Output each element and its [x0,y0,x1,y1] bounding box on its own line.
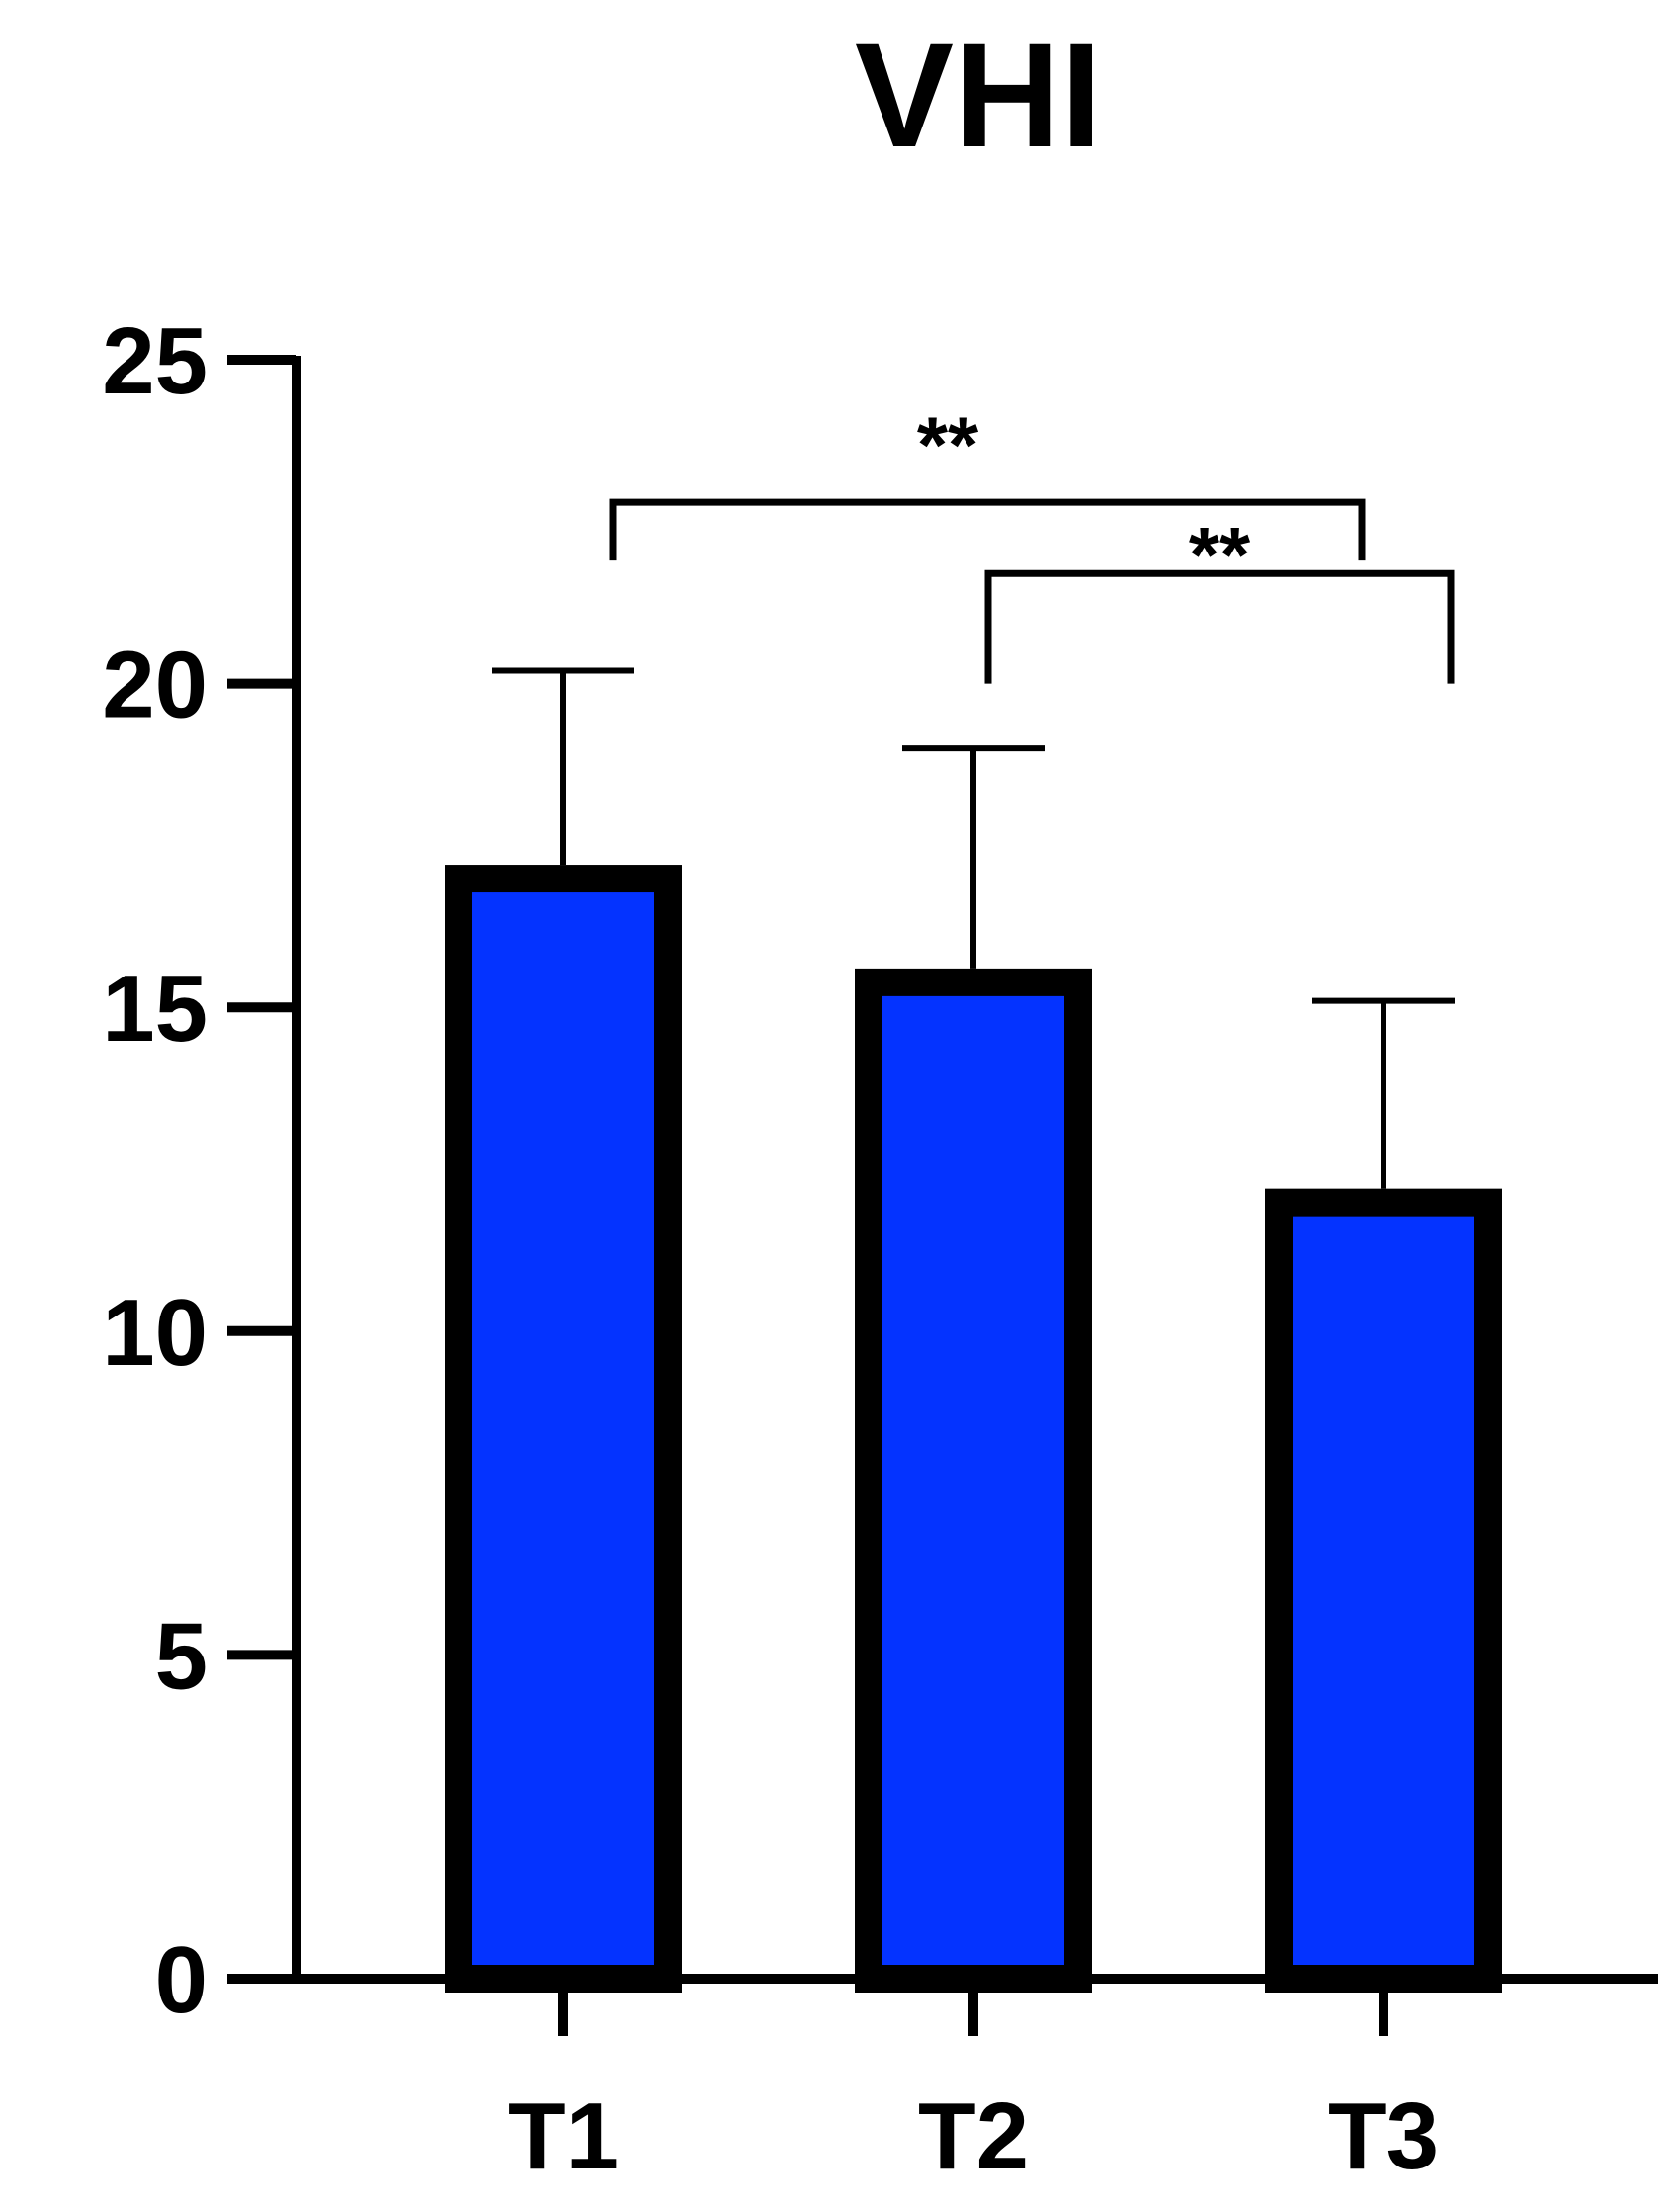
bar-t3 [1265,1188,1502,1993]
y-tick-label: 5 [155,1603,208,1709]
error-bars [492,667,1455,1189]
y-tick-label: 20 [102,633,208,738]
bar-t1 [445,865,682,1993]
significance-bracket-t1-t3 [609,498,1366,561]
significance-label-t2-t3: ** [1189,511,1251,599]
y-tick-label: 0 [155,1927,208,2033]
x-tick-label-t1: T1 [508,2083,619,2189]
y-tick-label: 10 [102,1280,208,1386]
bar-t2 [855,968,1092,1993]
y-axis: 0 5 10 15 20 25 [102,308,301,2033]
y-tick-label: 25 [102,308,208,414]
bars [445,865,1502,1993]
significance-brackets: ** ** [609,401,1455,684]
x-axis: T1 T2 T3 [292,1974,1658,2189]
chart-title: VHI [855,12,1102,178]
x-tick-label-t3: T3 [1328,2083,1439,2189]
significance-bracket-t2-t3 [984,569,1455,684]
x-tick-label-t2: T2 [918,2083,1029,2189]
y-tick-label: 15 [102,956,208,1062]
significance-label-t1-t3: ** [917,401,979,489]
